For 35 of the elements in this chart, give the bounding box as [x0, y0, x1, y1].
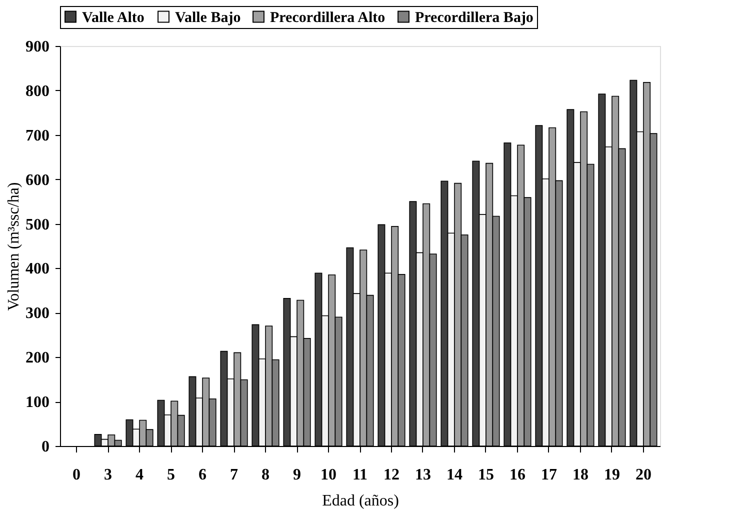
legend-label: Precordillera Bajo [415, 10, 534, 26]
y-tick-label: 700 [26, 127, 50, 144]
y-tick-label: 300 [26, 305, 50, 322]
x-tick-label: 7 [230, 466, 238, 484]
y-tick-label: 900 [26, 38, 50, 56]
x-tick-label: 9 [293, 466, 302, 484]
x-tick-label: 6 [198, 466, 207, 484]
legend-label: Valle Bajo [175, 10, 241, 26]
x-tick-label: 16 [509, 466, 526, 484]
x-tick-label: 4 [136, 466, 144, 484]
x-tick-label: 0 [72, 466, 81, 484]
y-axis-title: Volumen (m³ssc/ha) [6, 182, 22, 311]
x-tick-label: 13 [414, 466, 431, 484]
x-tick-label: 3 [104, 466, 112, 484]
x-tick-label: 11 [352, 466, 368, 484]
y-tick-label: 400 [26, 260, 50, 278]
x-tick-label: 15 [478, 466, 494, 484]
x-tick-label: 18 [572, 466, 588, 484]
x-tick-label: 5 [167, 466, 176, 484]
x-tick-label: 14 [446, 466, 462, 484]
x-tick-label: 12 [383, 466, 400, 484]
x-tick-label: 8 [262, 466, 270, 484]
y-tick-label: 0 [42, 438, 50, 456]
y-tick-label: 200 [26, 350, 50, 367]
y-tick-label: 800 [26, 82, 50, 100]
legend-label: Valle Alto [82, 10, 144, 26]
x-tick-label: 20 [635, 466, 652, 484]
x-tick-label: 19 [604, 466, 620, 484]
y-tick-label: 600 [26, 172, 50, 189]
y-tick-label: 500 [26, 216, 50, 234]
x-tick-label: 10 [320, 466, 337, 484]
y-tick-label: 100 [26, 394, 50, 412]
x-axis-title: Edad (años) [322, 492, 399, 510]
x-tick-label: 17 [540, 466, 557, 484]
legend-label: Precordillera Alto [270, 10, 386, 26]
